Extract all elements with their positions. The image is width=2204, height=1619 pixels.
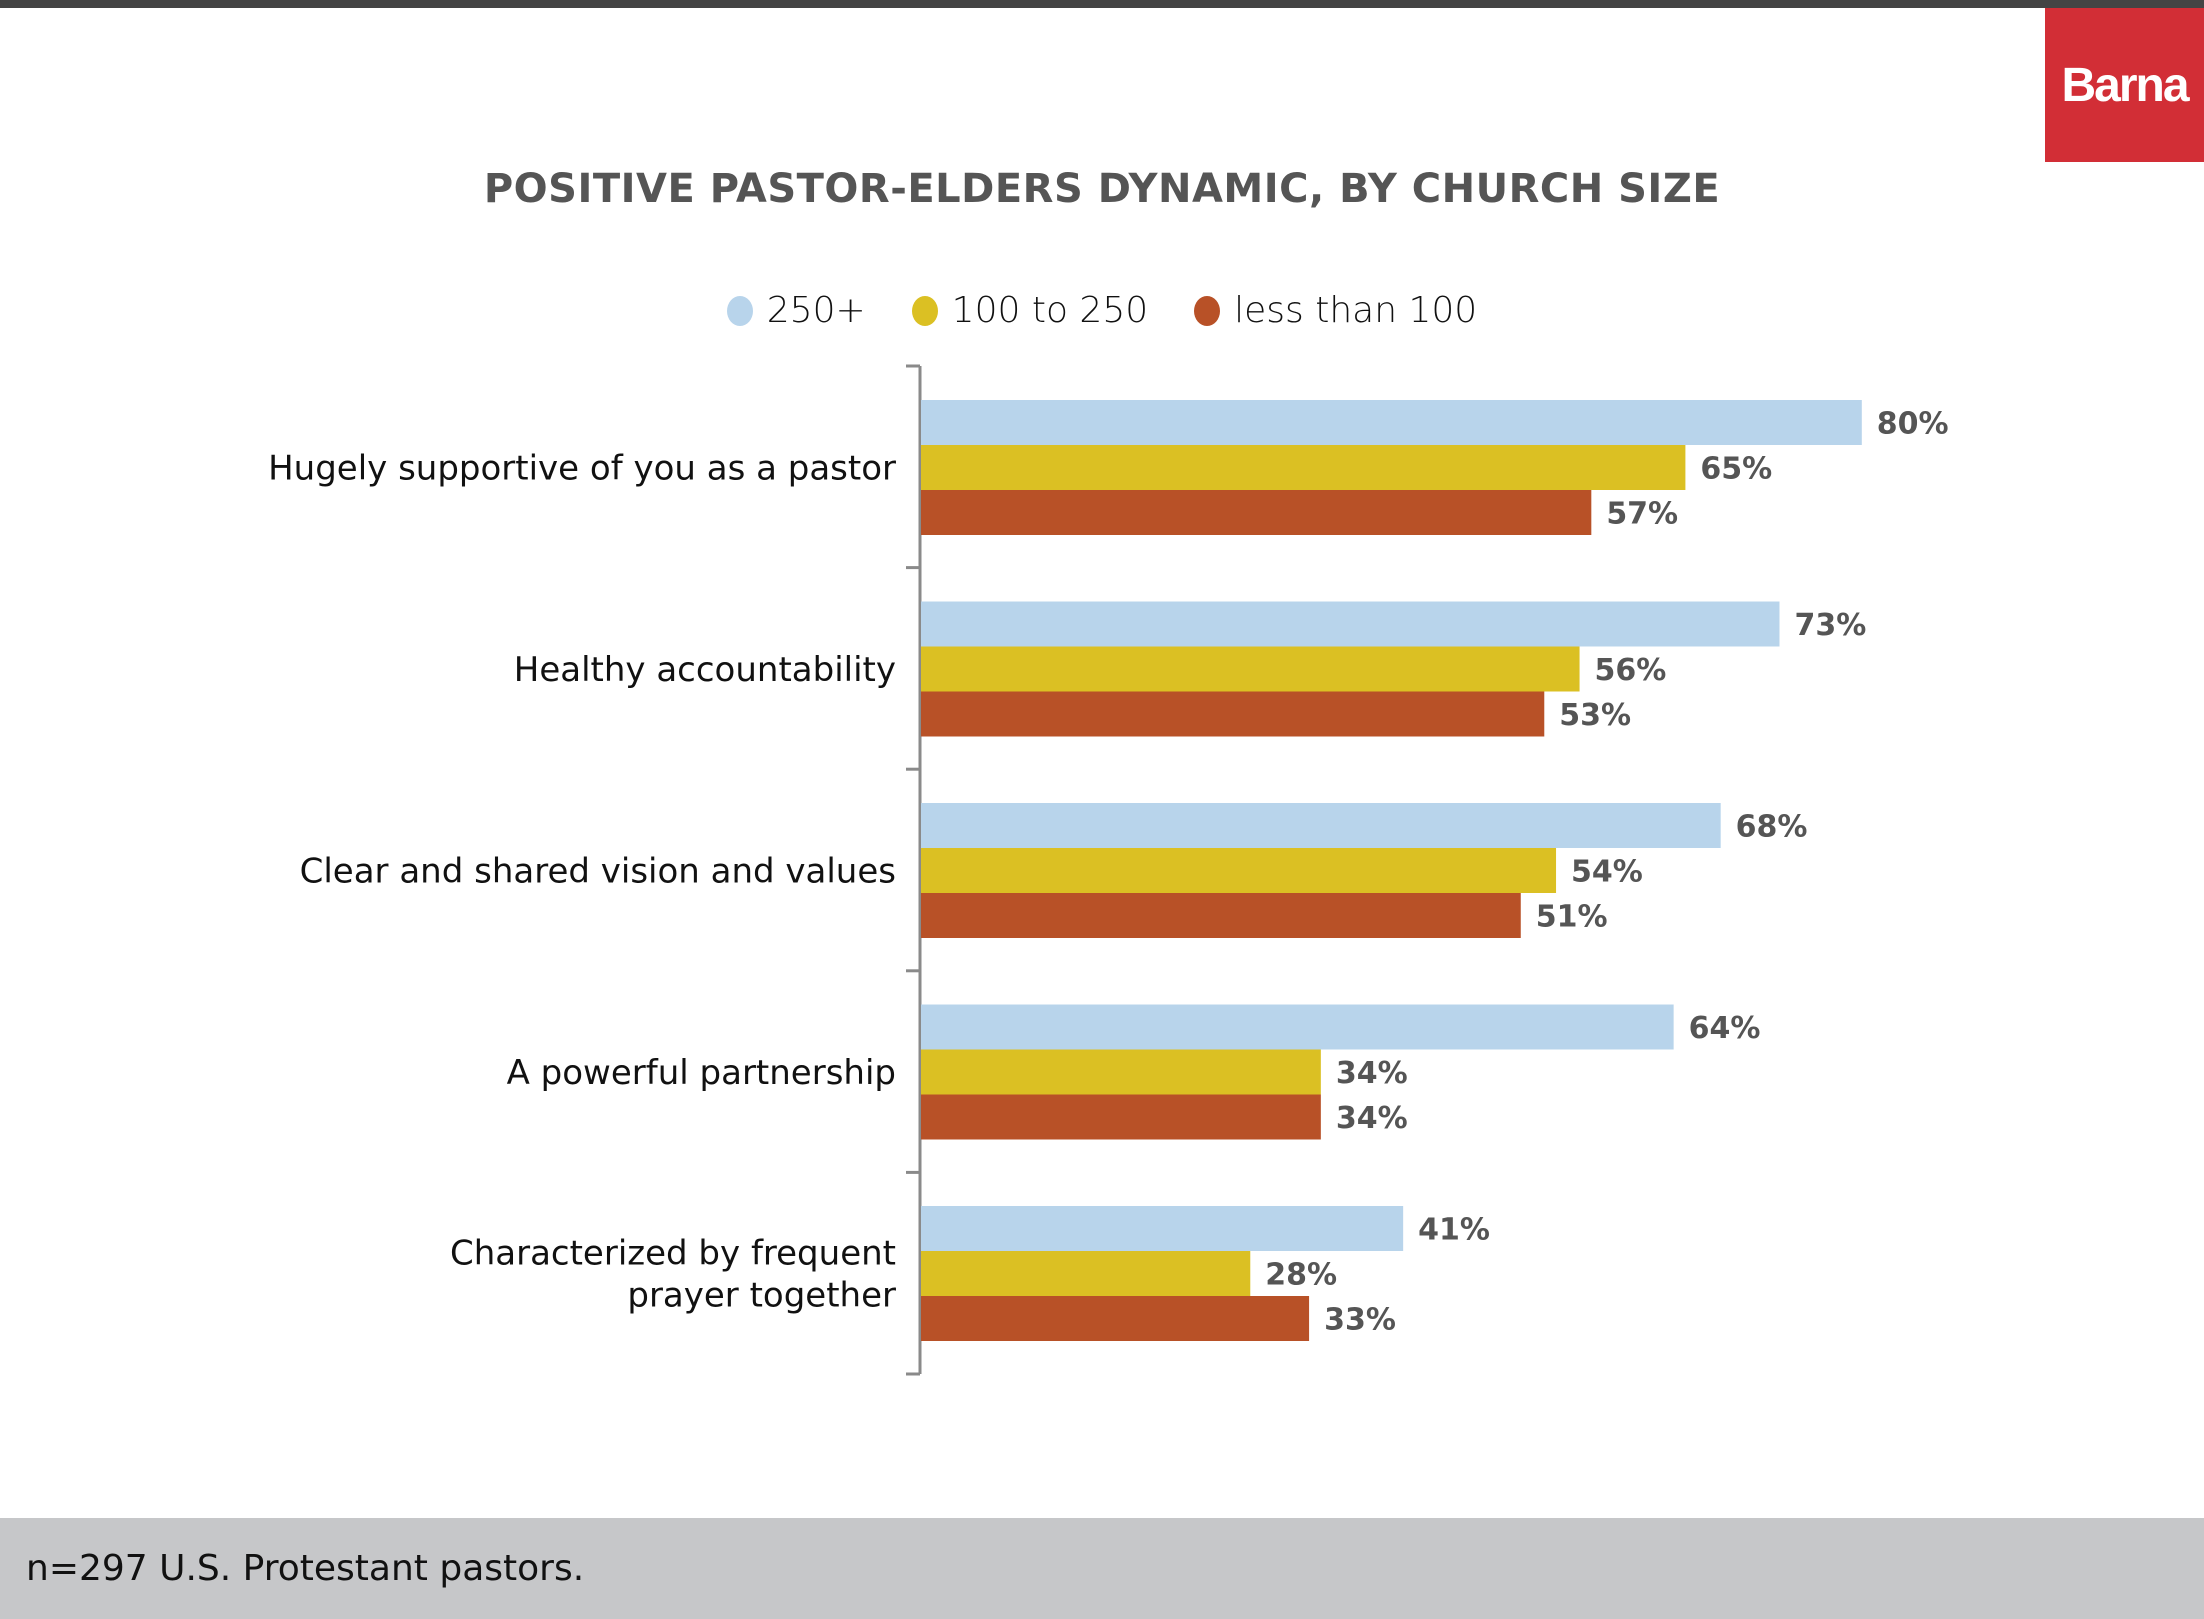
bar: [921, 893, 1521, 938]
bar: [921, 400, 1862, 445]
category-label: Hugely supportive of you as a pastor: [268, 449, 896, 489]
legend-swatch-less-than-100: [1194, 295, 1221, 326]
data-label: 68%: [1736, 810, 1808, 845]
bar: [921, 691, 1545, 737]
bar: [921, 445, 1686, 490]
data-label: 73%: [1794, 608, 1866, 643]
data-label: 53%: [1559, 698, 1631, 733]
bar: [921, 848, 1557, 893]
category-label: prayer together: [627, 1276, 896, 1316]
bar: [921, 1004, 1674, 1050]
data-label: 51%: [1536, 900, 1608, 935]
barna-logo: Barna: [2045, 8, 2204, 162]
legend-label: 250+: [766, 290, 866, 331]
data-label: 64%: [1689, 1011, 1761, 1046]
data-label: 34%: [1336, 1101, 1408, 1136]
top-rule: [0, 0, 2204, 8]
legend-label: less than 100: [1234, 290, 1478, 331]
bar: [921, 601, 1780, 647]
data-label: 56%: [1595, 653, 1667, 688]
bar: [921, 490, 1592, 535]
bar: [921, 1094, 1321, 1140]
legend-swatch-250-plus: [726, 295, 753, 326]
data-label: 33%: [1324, 1303, 1396, 1338]
data-label: 80%: [1877, 407, 1949, 442]
category-label: Characterized by frequent: [450, 1234, 896, 1274]
bar: [921, 1296, 1310, 1341]
data-label: 65%: [1700, 452, 1772, 487]
bar: [921, 1049, 1321, 1095]
legend-item-less-than-100: less than 100: [1194, 290, 1477, 331]
category-label: A powerful partnership: [507, 1053, 896, 1093]
chart-legend: 250+ 100 to 250 less than 100: [0, 290, 2204, 331]
data-label: 57%: [1606, 497, 1678, 532]
category-label: Healthy accountability: [514, 650, 896, 690]
legend-label: 100 to 250: [951, 290, 1149, 331]
chart-title: POSITIVE PASTOR-ELDERS DYNAMIC, BY CHURC…: [483, 166, 1721, 212]
legend-swatch-100-to-250: [911, 295, 938, 326]
legend-item-100-to-250: 100 to 250: [911, 290, 1149, 331]
sample-note: n=297 U.S. Protestant pastors.: [26, 1548, 585, 1589]
bar: [921, 646, 1580, 692]
data-label: 34%: [1336, 1056, 1408, 1091]
bar: [921, 1251, 1251, 1296]
data-label: 28%: [1265, 1258, 1337, 1293]
data-label: 41%: [1418, 1213, 1490, 1248]
legend-item-250-plus: 250+: [726, 290, 866, 331]
bar: [921, 803, 1721, 848]
footer-bar: n=297 U.S. Protestant pastors.: [0, 1518, 2204, 1619]
bar-chart: Hugely supportive of you as a pastor 80% 6…: [268, 364, 1949, 1376]
category-label: Clear and shared vision and values: [300, 852, 896, 892]
bar: [921, 1206, 1404, 1251]
data-label: 54%: [1571, 855, 1643, 890]
